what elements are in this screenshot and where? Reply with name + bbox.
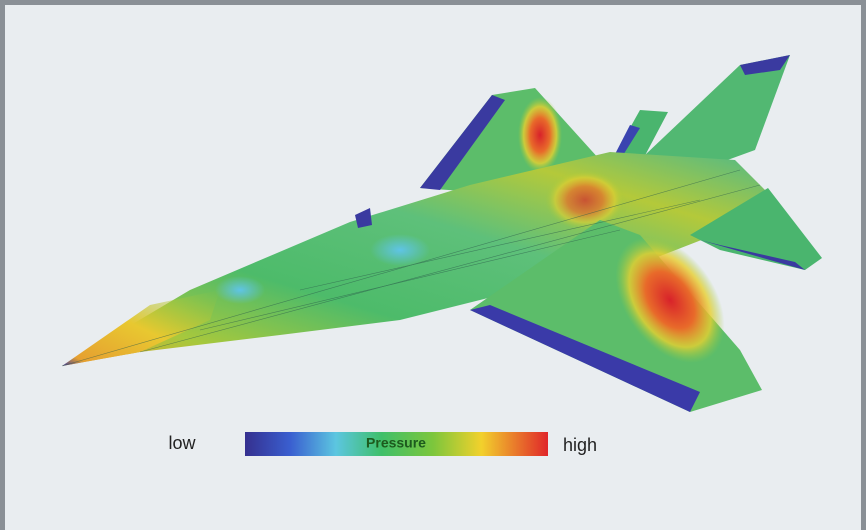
legend-low: low (168, 433, 196, 453)
fuselage-warm (545, 170, 625, 230)
page: {"legend": {"low_label": "low", "title":… (0, 0, 866, 530)
fuselage-cool-2 (370, 234, 430, 266)
legend-title: Pressure (366, 435, 426, 451)
figure: low Pressure high (0, 0, 866, 530)
legend-high: high (563, 435, 597, 455)
fuselage-cool-1 (215, 276, 265, 304)
far-wing-hot (518, 97, 562, 173)
